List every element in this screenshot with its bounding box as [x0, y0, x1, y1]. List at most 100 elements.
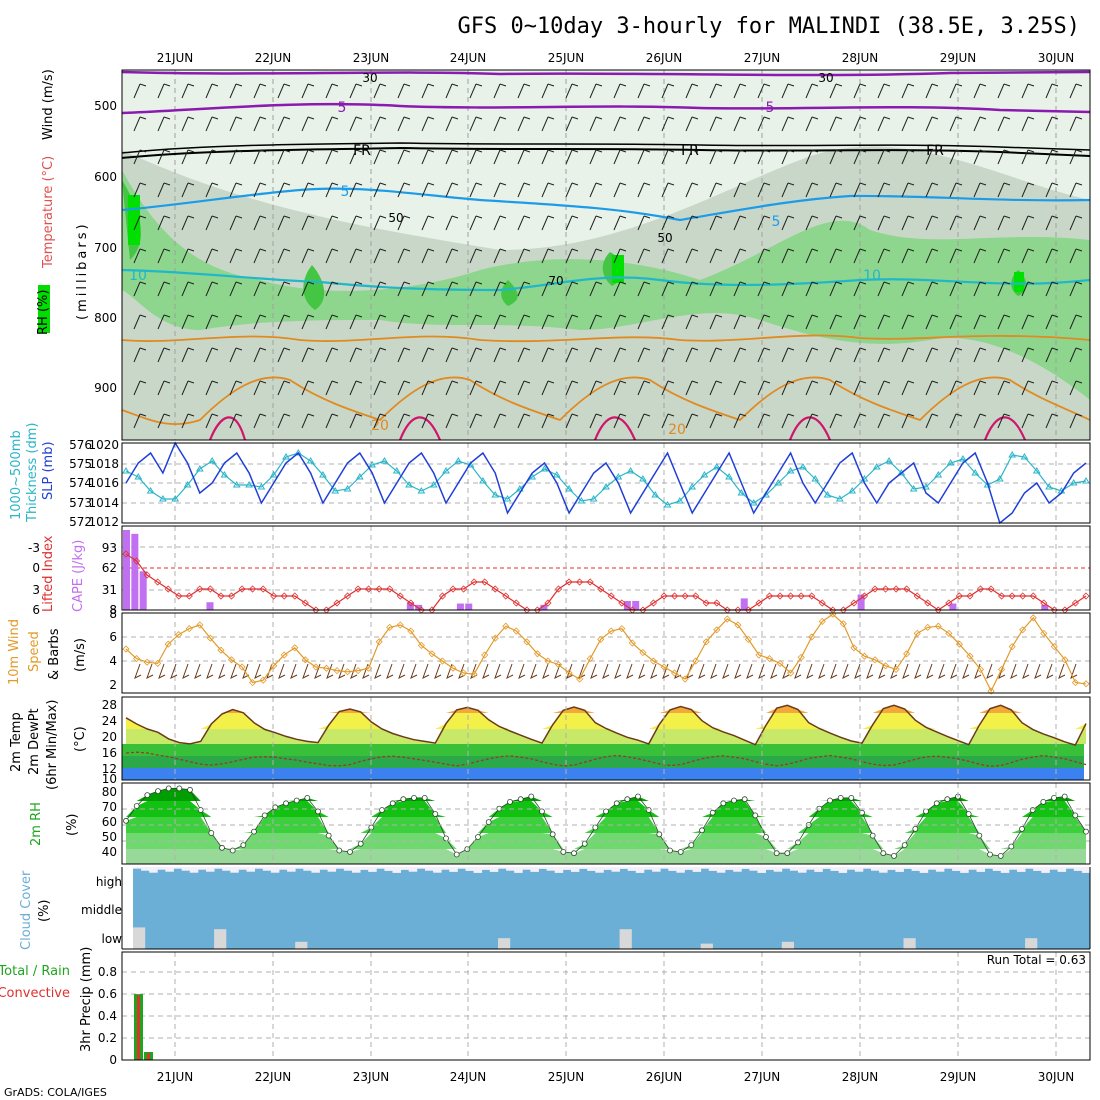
panel7-series: [133, 867, 1091, 949]
wind-barb: [637, 380, 651, 396]
cloud-high-clear: [433, 867, 442, 873]
surface-wind-barb: [854, 663, 862, 680]
rh-point: [987, 851, 993, 858]
wind-barb: [949, 314, 963, 330]
cloud-high-clear: [303, 867, 312, 871]
wind-barb: [1045, 215, 1059, 231]
surface-wind-barb: [434, 663, 442, 680]
rh-point: [741, 796, 748, 803]
rh-point: [304, 795, 311, 801]
wind-barb: [1021, 116, 1035, 132]
cloud-high-clear: [587, 867, 596, 871]
cloud-high-clear: [773, 867, 783, 872]
isotherm-25: [208, 416, 1027, 441]
contour-label: 30: [818, 71, 833, 85]
isotherm-10: [121, 268, 1091, 292]
cape-tick-label: 8: [109, 603, 117, 617]
wind-barb: [829, 116, 843, 132]
wind-barb: [133, 149, 147, 165]
lifted-index-point: [976, 585, 985, 593]
wind-barb: [1021, 380, 1035, 396]
wind-barb: [517, 83, 531, 99]
wind-barb: [997, 380, 1011, 396]
lifted-index-point: [396, 592, 404, 600]
wind-barb: [757, 380, 771, 396]
wind-speed-point: [1040, 629, 1048, 637]
wind-barb: [397, 281, 411, 297]
rh2m-label: 2m RH: [29, 802, 44, 846]
wind-speed-point: [639, 649, 647, 657]
wind-barb: [709, 182, 723, 198]
pressure-tick-label: 800: [94, 311, 117, 325]
wind-barb: [181, 281, 195, 297]
cloud-low-label: low: [102, 932, 123, 946]
wind-speed-point: [396, 621, 404, 629]
cloud-high-clear: [1033, 867, 1042, 871]
surface-wind-barb: [398, 663, 406, 680]
cloud-high-clear: [757, 867, 766, 873]
cloud-high-clear: [189, 867, 199, 873]
thickness-tick-label: 574: [69, 476, 92, 490]
rh-point: [976, 832, 983, 839]
wind-barb: [541, 347, 555, 363]
wind-barb: [997, 281, 1011, 297]
temp-band-10: [122, 768, 1084, 780]
wind-barb: [805, 413, 819, 429]
wind-barb: [733, 314, 747, 330]
contour-label: 10: [129, 268, 147, 284]
cloud-high-clear: [254, 867, 264, 869]
wind-barb: [397, 215, 411, 231]
wind-speed-point: [607, 627, 615, 635]
wind-barb: [1021, 182, 1035, 198]
rh-point: [251, 828, 257, 835]
cloud-middle-label: middle: [81, 903, 122, 917]
wind-barb: [733, 116, 747, 132]
cloud-high-clear: [319, 867, 328, 870]
precip-conv-bar: [147, 1053, 150, 1060]
wind-barb: [469, 281, 483, 297]
cloud-high-clear: [960, 867, 969, 873]
wind-speed-point: [1019, 626, 1027, 634]
wind-barb: [493, 215, 507, 231]
surface-wind-barb: [506, 663, 514, 680]
temp-tick-label: 12: [102, 762, 117, 776]
thickness-point: [306, 457, 315, 464]
wind-barb: [133, 413, 147, 429]
lifted-index-point: [164, 585, 172, 593]
surface-wind-barb: [590, 663, 598, 680]
rh-point: [1061, 793, 1068, 800]
wind-barb: [901, 380, 915, 396]
wind-tick-label: 2: [109, 678, 117, 692]
cloud-high-clear: [473, 867, 483, 873]
thickness-point: [171, 495, 180, 502]
wind-barb: [541, 380, 555, 396]
wind-barb: [565, 149, 579, 165]
wind-barb: [469, 314, 483, 330]
wind-barb: [613, 380, 627, 396]
wind-barb: [157, 413, 171, 429]
temp-band-24: [126, 705, 1086, 729]
cape-bar: [949, 603, 957, 610]
lifted-index-point: [924, 599, 932, 607]
wind-barb: [925, 149, 939, 165]
precip-tick-label: 0.6: [98, 987, 117, 1001]
wind-barb: [949, 182, 963, 198]
wind-barb: [949, 116, 963, 132]
wind-barb: [805, 314, 819, 330]
wind-barb: [877, 347, 891, 363]
thickness-point: [220, 471, 229, 478]
wind-barb: [1021, 314, 1035, 330]
contour-label: 5: [341, 184, 350, 200]
thickness-point: [245, 481, 253, 488]
wind-barb: [517, 116, 531, 132]
cloud-low-gap: [781, 941, 794, 949]
lifted-index-point: [713, 599, 721, 607]
wind-barb: [421, 347, 435, 363]
surface-wind-barb: [1070, 663, 1078, 680]
surface-wind-barb: [878, 663, 886, 680]
thickness-point: [885, 457, 893, 464]
lifted-index-point: [1040, 599, 1048, 607]
surface-wind-barb: [986, 663, 994, 680]
wind-speed-point: [544, 657, 552, 665]
rh-legend-swatch: [38, 285, 50, 333]
